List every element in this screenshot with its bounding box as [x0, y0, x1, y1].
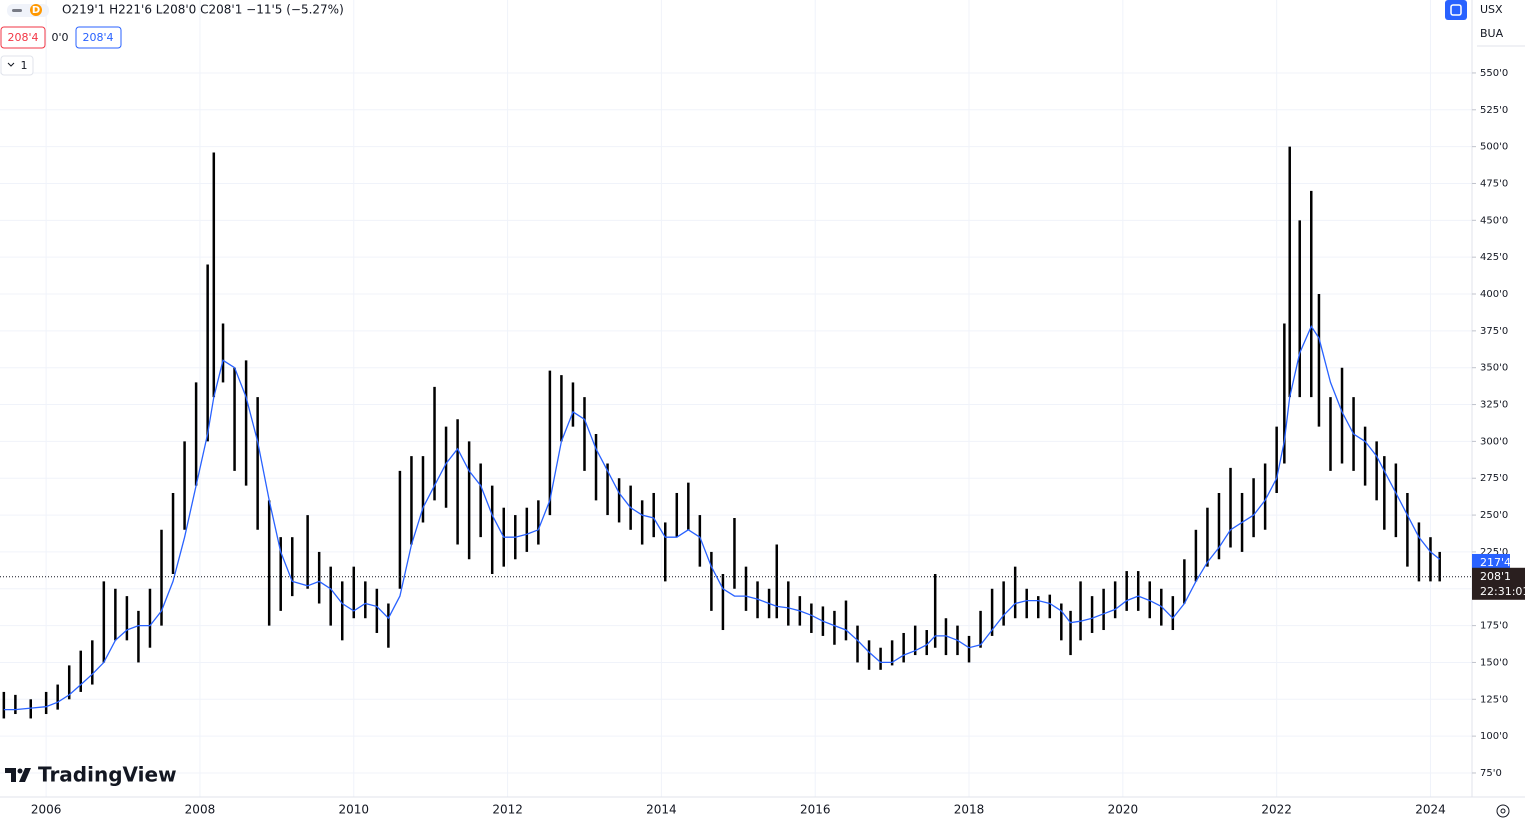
x-tick-label: 2022 [1261, 803, 1292, 817]
grid [0, 0, 1472, 797]
interval-badge [30, 4, 42, 16]
last-price-label: 208'1 [1480, 570, 1511, 583]
settings-button[interactable] [1496, 804, 1510, 818]
y-tick-label: 350'0 [1480, 363, 1508, 374]
x-tick-label: 2008 [185, 803, 216, 817]
collapse-button[interactable] [0, 55, 34, 76]
y-tick-label: 325'0 [1480, 400, 1508, 411]
settings-icon [1500, 808, 1506, 814]
y-tick-label: 475'0 [1480, 178, 1508, 189]
collapse-count: 1 [21, 59, 28, 72]
interval: D [32, 5, 40, 16]
indicator-value: 0'0 [51, 31, 68, 44]
auto-scale-icon [1450, 4, 1462, 16]
x-tick-label: 2016 [800, 803, 831, 817]
logo-text: TradingView [38, 763, 177, 787]
x-tick-label: 2018 [954, 803, 985, 817]
x-tick-label: 2020 [1108, 803, 1139, 817]
logo-dot [17, 768, 23, 774]
symbol-icon [12, 9, 22, 12]
plot [0, 146, 1472, 719]
y-tick-label: 150'0 [1480, 657, 1508, 668]
auto-scale-button[interactable] [1445, 0, 1467, 20]
countdown: 22:31:01 [1480, 585, 1525, 598]
indicator-box[interactable] [0, 26, 46, 49]
unit: BUA [1480, 27, 1504, 40]
indicator-value: 208'4 [7, 31, 38, 44]
x-tick-label: 2014 [646, 803, 677, 817]
ma-label-box [1472, 553, 1510, 571]
y-tick-label: 425'0 [1480, 252, 1508, 263]
y-tick-label: 375'0 [1480, 326, 1508, 337]
y-tick-label: 300'0 [1480, 436, 1508, 447]
y-tick-label: 525'0 [1480, 105, 1508, 116]
y-tick-label: 225'0 [1480, 547, 1508, 558]
y-tick-label: 550'0 [1480, 68, 1508, 79]
y-tick-label: 275'0 [1480, 473, 1508, 484]
y-tick-label: 100'0 [1480, 731, 1508, 742]
y-tick-label: 75'0 [1480, 768, 1502, 779]
logo-mark [5, 768, 31, 782]
currency: USX [1480, 3, 1503, 16]
x-tick-label: 2010 [338, 803, 369, 817]
y-tick-label: 400'0 [1480, 289, 1508, 300]
x-tick-label: 2012 [492, 803, 523, 817]
x-tick-label: 2024 [1415, 803, 1446, 817]
x-tick-label: 2006 [31, 803, 62, 817]
ma-label: 217'4 [1480, 556, 1511, 569]
ohlc-legend: O219'1 H221'6 L208'0 C208'1 −11'5 (−5.27… [62, 3, 344, 17]
y-tick-label: 500'0 [1480, 142, 1508, 153]
y-tick-label: 250'0 [1480, 510, 1508, 521]
last-price-box [1472, 567, 1525, 600]
y-tick-label: 175'0 [1480, 621, 1508, 632]
moving-average [3, 325, 1441, 711]
y-tick-label: 450'0 [1480, 215, 1508, 226]
logo: TradingView [5, 763, 177, 787]
axes: 75'0100'0125'0150'0175'0200'0225'0250'02… [31, 68, 1525, 817]
indicator-value: 208'4 [82, 31, 113, 44]
y-tick-label: 125'0 [1480, 694, 1508, 705]
chevron [7, 62, 15, 67]
indicator-box[interactable] [75, 26, 122, 49]
